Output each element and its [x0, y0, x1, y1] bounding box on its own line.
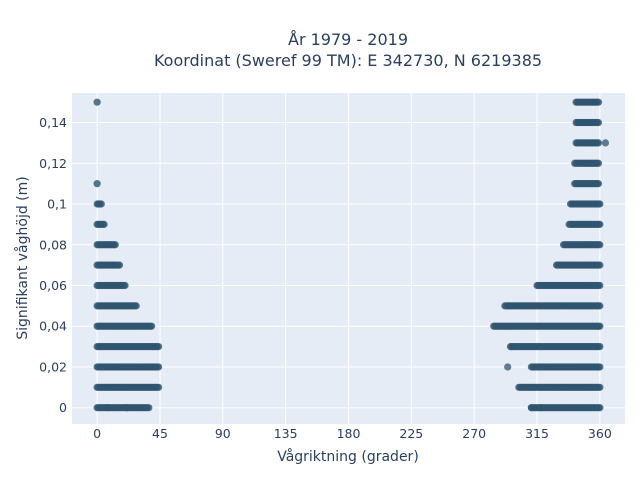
x-tick-label: 315	[525, 426, 549, 441]
data-point	[596, 261, 604, 269]
x-tick-label: 135	[274, 426, 298, 441]
data-point	[147, 322, 156, 330]
y-tick-label: 0,04	[39, 319, 67, 334]
data-point	[596, 404, 604, 412]
data-points	[93, 98, 610, 412]
data-point	[93, 98, 101, 106]
data-point	[596, 383, 604, 391]
data-point	[132, 302, 140, 310]
data-point	[596, 200, 604, 208]
point-cluster	[572, 118, 603, 127]
point-cluster	[572, 139, 603, 147]
point-cluster	[572, 98, 603, 106]
point-cluster	[527, 363, 604, 371]
chart-title-line1: År 1979 - 2019	[288, 30, 408, 49]
data-point	[596, 322, 604, 330]
point-cluster	[506, 342, 604, 351]
data-point	[596, 241, 604, 249]
point-cluster	[93, 180, 101, 188]
data-point	[122, 404, 131, 412]
point-cluster	[93, 322, 156, 330]
data-point	[594, 139, 603, 147]
y-tick-label: 0,14	[39, 115, 67, 130]
point-cluster	[490, 322, 604, 330]
data-point	[154, 342, 163, 351]
y-tick-label: 0,1	[47, 197, 67, 212]
x-tick-label: 225	[399, 426, 423, 441]
y-tick-label: 0,12	[39, 156, 67, 171]
data-point	[154, 363, 163, 371]
point-cluster	[571, 180, 603, 188]
data-point	[537, 404, 545, 412]
data-point	[601, 139, 610, 147]
point-cluster	[552, 261, 604, 269]
data-point	[596, 363, 604, 371]
point-cluster	[93, 383, 163, 391]
point-cluster	[565, 220, 604, 228]
data-point	[100, 220, 108, 228]
data-point	[594, 118, 603, 127]
point-cluster	[93, 98, 101, 106]
y-tick-label: 0,08	[39, 237, 67, 252]
point-cluster	[527, 404, 604, 412]
point-cluster	[559, 241, 604, 249]
data-point	[97, 200, 105, 208]
y-tick-label: 0,02	[39, 359, 67, 374]
x-axis-title: Vågriktning (grader)	[277, 448, 419, 465]
point-cluster	[93, 342, 163, 351]
data-point	[596, 302, 604, 310]
data-point	[121, 281, 129, 290]
x-tick-label: 180	[337, 426, 361, 441]
x-axis-ticks: 0 45 90 135 180 225 270 315 360	[93, 426, 612, 441]
point-cluster	[501, 302, 604, 310]
point-cluster	[93, 200, 105, 208]
data-point	[594, 98, 603, 106]
y-tick-label: 0,06	[39, 278, 67, 293]
y-axis-ticks: 0 0,02 0,04 0,06 0,08 0,1 0,12 0,14	[39, 115, 67, 415]
y-tick-label: 0	[59, 400, 67, 415]
point-cluster	[93, 241, 119, 249]
data-point	[145, 404, 153, 412]
point-cluster	[93, 261, 124, 269]
point-cluster	[533, 281, 604, 290]
data-point	[115, 261, 124, 269]
data-point	[594, 159, 603, 167]
x-tick-label: 90	[215, 426, 231, 441]
data-point	[527, 404, 536, 412]
data-point	[596, 220, 604, 228]
data-point	[596, 342, 604, 351]
data-point	[508, 342, 516, 351]
data-point	[504, 363, 512, 371]
point-cluster	[566, 200, 604, 208]
data-point	[154, 383, 163, 391]
data-point	[596, 281, 604, 290]
chart-title-line2: Koordinat (Sweref 99 TM): E 342730, N 62…	[154, 51, 542, 70]
point-cluster	[93, 220, 108, 228]
data-point	[103, 404, 111, 412]
x-tick-label: 270	[462, 426, 486, 441]
point-cluster	[515, 383, 604, 391]
data-point	[93, 180, 101, 188]
y-axis-title: Signifikant våghöjd (m)	[14, 176, 31, 339]
point-cluster	[571, 159, 603, 167]
x-tick-label: 0	[93, 426, 101, 441]
data-point	[111, 241, 119, 249]
x-tick-label: 360	[588, 426, 612, 441]
point-cluster	[93, 363, 163, 371]
point-cluster	[93, 281, 129, 290]
x-tick-label: 45	[152, 426, 168, 441]
point-cluster	[93, 302, 140, 310]
data-point	[594, 180, 603, 188]
